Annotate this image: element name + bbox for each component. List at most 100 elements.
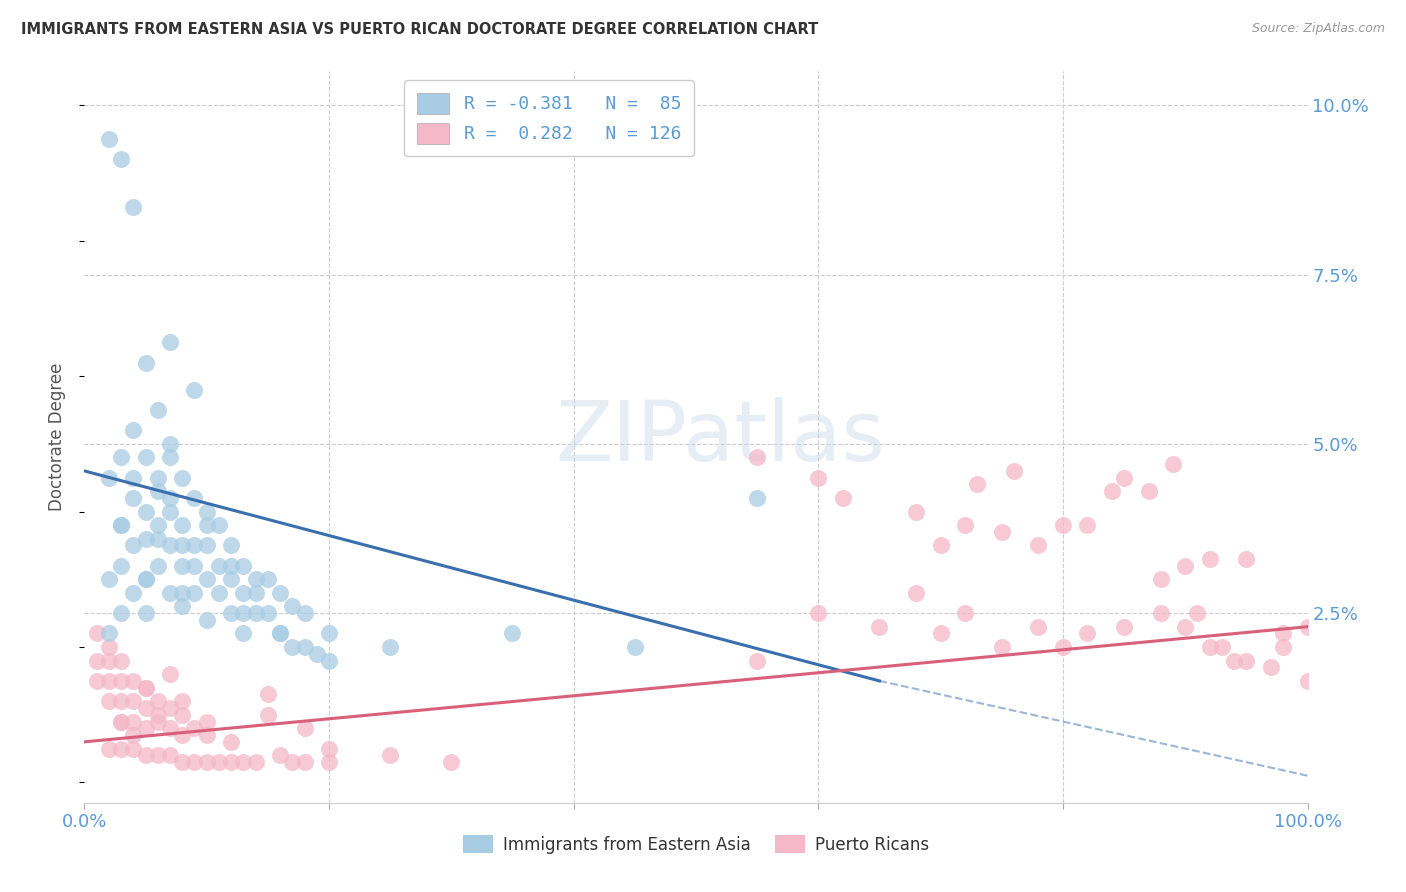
Point [318, 654, 340, 668]
Point [159, 667, 181, 681]
Point [146, 748, 169, 763]
Point [1076, 626, 1098, 640]
Point [122, 491, 145, 505]
Point [159, 505, 181, 519]
Point [219, 572, 242, 586]
Point [245, 755, 267, 769]
Point [1174, 620, 1197, 634]
Point [183, 755, 205, 769]
Point [183, 558, 205, 573]
Point [1161, 457, 1184, 471]
Point [232, 558, 254, 573]
Point [110, 153, 132, 167]
Point [146, 484, 169, 499]
Point [1198, 552, 1220, 566]
Point [281, 755, 304, 769]
Point [122, 741, 145, 756]
Point [97, 673, 120, 688]
Point [294, 606, 316, 620]
Point [232, 586, 254, 600]
Point [172, 538, 194, 552]
Point [172, 755, 194, 769]
Point [135, 701, 157, 715]
Point [159, 450, 181, 465]
Point [380, 748, 402, 763]
Point [183, 586, 205, 600]
Point [929, 538, 952, 552]
Point [172, 707, 194, 722]
Point [122, 538, 145, 552]
Point [440, 755, 463, 769]
Point [232, 755, 254, 769]
Point [1150, 606, 1173, 620]
Point [294, 755, 316, 769]
Point [97, 694, 120, 708]
Point [146, 518, 169, 533]
Point [146, 707, 169, 722]
Point [146, 471, 169, 485]
Point [1002, 464, 1025, 478]
Point [502, 626, 524, 640]
Point [159, 586, 181, 600]
Point [219, 606, 242, 620]
Point [257, 572, 280, 586]
Point [624, 640, 647, 654]
Point [135, 505, 157, 519]
Point [195, 538, 218, 552]
Point [195, 755, 218, 769]
Point [110, 654, 132, 668]
Point [208, 755, 231, 769]
Point [245, 606, 267, 620]
Point [122, 586, 145, 600]
Point [1187, 606, 1209, 620]
Point [159, 748, 181, 763]
Point [269, 586, 291, 600]
Point [208, 518, 231, 533]
Point [869, 620, 891, 634]
Point [110, 673, 132, 688]
Point [318, 755, 340, 769]
Point [172, 694, 194, 708]
Point [219, 735, 242, 749]
Point [208, 558, 231, 573]
Point [1296, 620, 1319, 634]
Point [831, 491, 853, 505]
Point [110, 558, 132, 573]
Point [318, 626, 340, 640]
Point [110, 694, 132, 708]
Point [219, 538, 242, 552]
Y-axis label: Doctorate Degree: Doctorate Degree [48, 363, 66, 511]
Point [1101, 484, 1123, 499]
Point [146, 558, 169, 573]
Point [1114, 620, 1136, 634]
Point [110, 714, 132, 729]
Point [183, 383, 205, 397]
Point [195, 572, 218, 586]
Point [1137, 484, 1160, 499]
Point [747, 450, 769, 465]
Point [159, 701, 181, 715]
Point [159, 335, 181, 350]
Point [1223, 654, 1246, 668]
Point [208, 586, 231, 600]
Point [122, 200, 145, 214]
Point [1028, 620, 1050, 634]
Point [281, 640, 304, 654]
Point [110, 714, 132, 729]
Point [1174, 558, 1197, 573]
Point [1296, 673, 1319, 688]
Point [1076, 518, 1098, 533]
Point [195, 505, 218, 519]
Point [991, 640, 1014, 654]
Point [146, 403, 169, 417]
Point [122, 694, 145, 708]
Point [122, 423, 145, 437]
Point [269, 626, 291, 640]
Point [183, 721, 205, 735]
Point [146, 694, 169, 708]
Text: IMMIGRANTS FROM EASTERN ASIA VS PUERTO RICAN DOCTORATE DEGREE CORRELATION CHART: IMMIGRANTS FROM EASTERN ASIA VS PUERTO R… [21, 22, 818, 37]
Point [1236, 654, 1258, 668]
Point [172, 471, 194, 485]
Point [122, 673, 145, 688]
Point [97, 626, 120, 640]
